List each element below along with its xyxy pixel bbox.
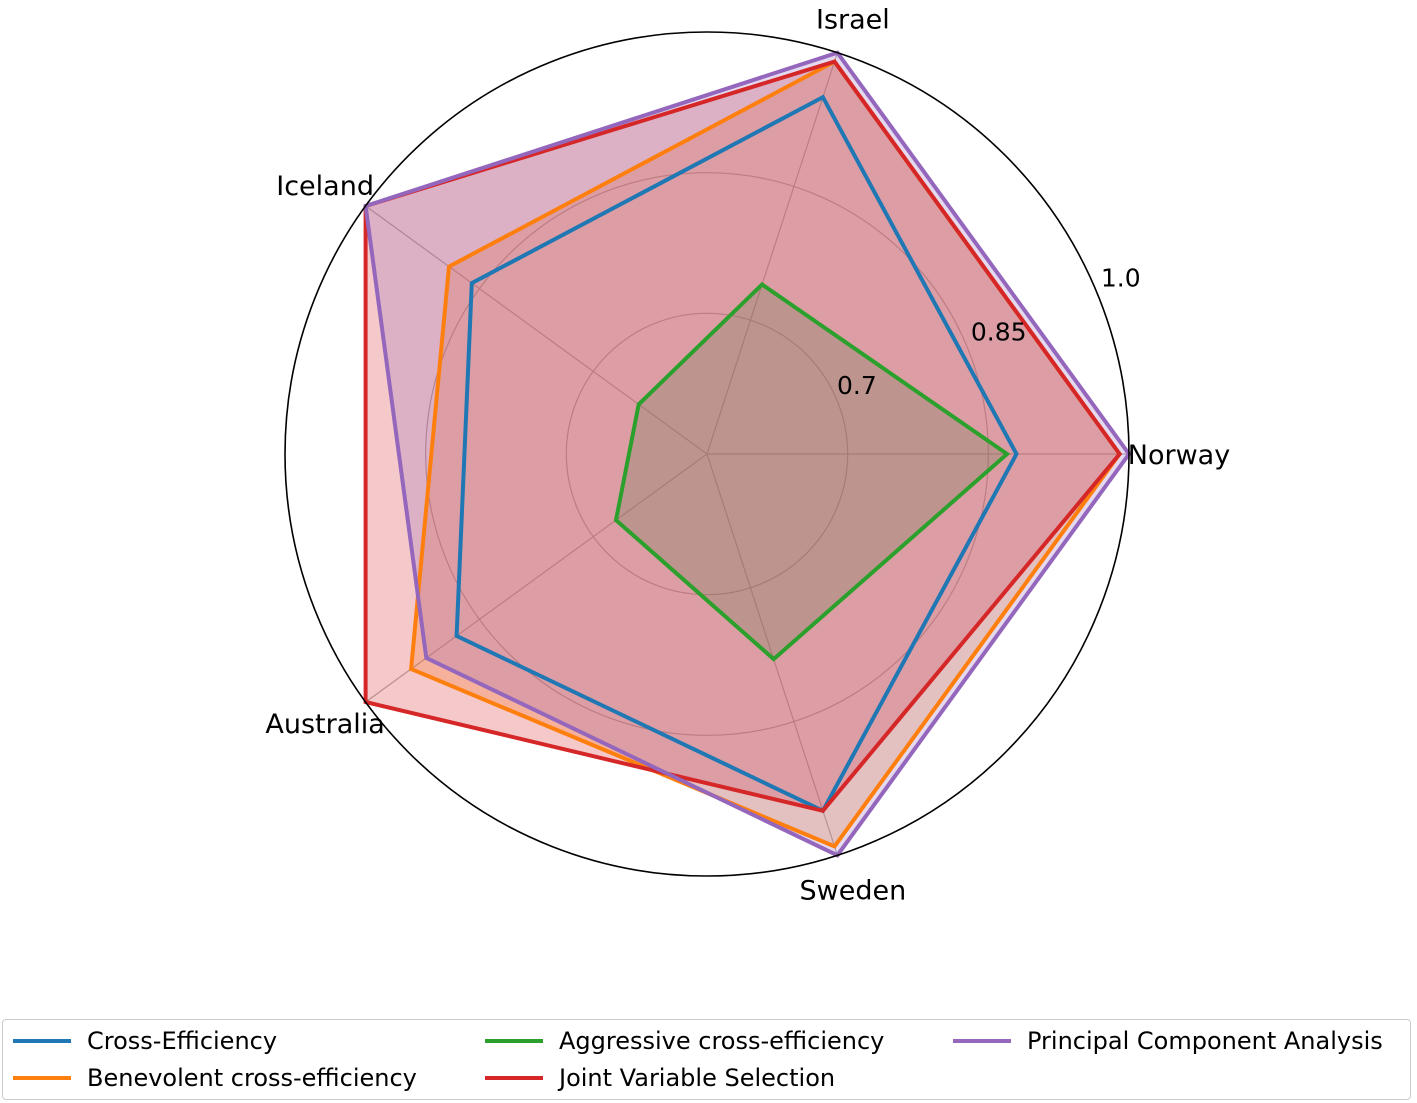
legend-item-cross-efficiency: Cross-Efficiency [13, 1024, 277, 1058]
radial-tick-labels: 0.7 0.85 1.0 [837, 264, 1141, 401]
axis-label-israel: Israel [816, 4, 890, 35]
legend-item-joint-variable: Joint Variable Selection [485, 1061, 835, 1095]
series-line-joint-variable-selection [363, 59, 1123, 814]
series-fill-principal-component-analysis [365, 52, 1130, 856]
legend-label-joint-variable: Joint Variable Selection [559, 1064, 836, 1092]
series-line-aggressive-cross-efficiency [613, 281, 1011, 662]
legend-item-pca: Principal Component Analysis [953, 1024, 1383, 1058]
legend-label-benevolent: Benevolent cross-efficiency [87, 1064, 417, 1092]
legend-label-cross-efficiency: Cross-Efficiency [87, 1027, 278, 1055]
legend-swatch-benevolent [13, 1076, 71, 1080]
legend-item-aggressive: Aggressive cross-efficiency [485, 1024, 884, 1058]
series-fill-benevolent-cross-efficiency [411, 61, 1120, 847]
axis-label-sweden: Sweden [800, 876, 907, 907]
series-fill-aggressive-cross-efficiency [616, 284, 1008, 660]
series-fill-joint-variable-selection [365, 61, 1120, 811]
series-fills [365, 52, 1130, 856]
outer-frame [284, 31, 1130, 877]
legend-label-aggressive: Aggressive cross-efficiency [559, 1027, 885, 1055]
axis-label-australia: Australia [265, 709, 384, 740]
legend: Cross-Efficiency Benevolent cross-effici… [2, 1019, 1411, 1100]
axis-labels: Norway Israel Iceland Australia Sweden [265, 4, 1230, 906]
series-lines [363, 50, 1132, 858]
axis-label-iceland: Iceland [276, 171, 374, 202]
axis-label-norway: Norway [1128, 440, 1230, 471]
series-line-principal-component-analysis [363, 50, 1132, 858]
grid-spoke [706, 453, 838, 856]
legend-swatch-joint-variable [485, 1076, 543, 1080]
grid-spoke [706, 52, 838, 455]
legend-label-pca: Principal Component Analysis [1027, 1027, 1383, 1055]
grid-spoke [365, 205, 708, 455]
legend-swatch-aggressive [485, 1039, 543, 1043]
grid-spoke [365, 453, 708, 703]
legend-swatch-pca [953, 1039, 1011, 1043]
legend-item-benevolent: Benevolent cross-efficiency [13, 1061, 417, 1095]
tick-label: 1.0 [1101, 264, 1141, 293]
tick-label: 0.7 [837, 371, 877, 400]
series-line-cross-efficiency [454, 94, 1019, 814]
radar-grid [365, 52, 1129, 856]
tick-label: 0.85 [971, 317, 1027, 346]
legend-swatch-cross-efficiency [13, 1039, 71, 1043]
